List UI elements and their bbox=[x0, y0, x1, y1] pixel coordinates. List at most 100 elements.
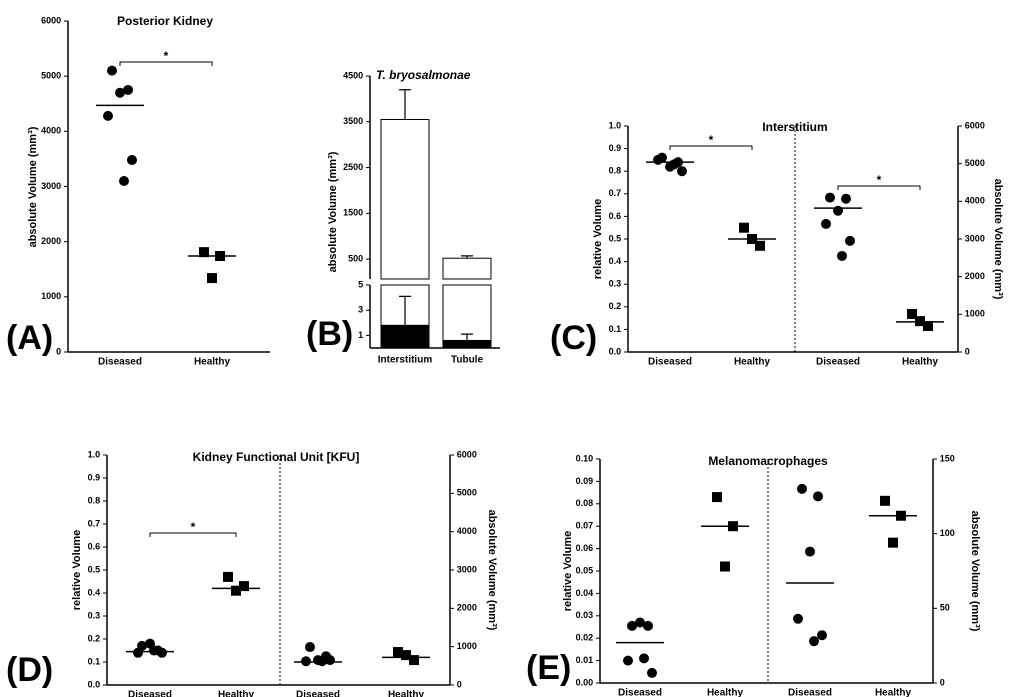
data-point bbox=[653, 154, 663, 165]
tick-label: 0.1 bbox=[609, 324, 622, 334]
bar bbox=[380, 324, 430, 349]
data-point bbox=[888, 537, 898, 548]
data-point bbox=[639, 653, 649, 664]
category-label: Healthy bbox=[875, 688, 912, 697]
tick-label: 2000 bbox=[41, 236, 61, 246]
data-point bbox=[133, 647, 143, 658]
tick-label: 150 bbox=[940, 453, 955, 463]
data-point bbox=[669, 159, 679, 170]
category-label: Tubule bbox=[451, 355, 483, 366]
y-axis-label: relative Volume bbox=[592, 199, 604, 280]
tick-label: 0.04 bbox=[576, 588, 594, 598]
data-point bbox=[119, 175, 129, 186]
category-label: Healthy bbox=[218, 690, 255, 697]
data-point bbox=[793, 613, 803, 624]
tick-label: 0.0 bbox=[609, 346, 622, 356]
category-label: Diseased bbox=[816, 357, 860, 368]
data-point bbox=[223, 571, 233, 582]
y2-axis-label: absolute Volume (mm³) bbox=[992, 179, 1004, 300]
significance-bracket bbox=[119, 61, 213, 66]
significance-bracket bbox=[669, 145, 753, 150]
data-point bbox=[123, 84, 133, 95]
tick-label: 0.00 bbox=[576, 677, 594, 687]
data-point bbox=[805, 546, 815, 557]
tick-label: 0.7 bbox=[88, 518, 101, 528]
error-bar bbox=[461, 255, 473, 259]
significance-bracket bbox=[149, 532, 237, 537]
y-axis-label: absolute Volume (mm³) bbox=[327, 151, 339, 272]
tick-label: 0.7 bbox=[609, 188, 622, 198]
chart-title: Kidney Functional Unit [KFU] bbox=[193, 450, 360, 464]
data-point bbox=[635, 617, 645, 628]
data-point bbox=[837, 250, 847, 261]
significance-label: * bbox=[164, 49, 169, 63]
data-point bbox=[915, 316, 925, 327]
data-point bbox=[712, 492, 722, 503]
data-point bbox=[907, 308, 917, 319]
tick-label: 2500 bbox=[343, 162, 363, 172]
tick-label: 3500 bbox=[343, 116, 363, 126]
data-point bbox=[833, 205, 843, 216]
tick-label: 0 bbox=[56, 346, 61, 356]
tick-label: 0.09 bbox=[576, 476, 594, 486]
significance-label: * bbox=[877, 173, 882, 187]
tick-label: 0.3 bbox=[88, 610, 101, 620]
tick-label: 0 bbox=[940, 677, 945, 687]
data-point bbox=[409, 655, 419, 666]
tick-label: 1 bbox=[358, 330, 363, 340]
category-label: Diseased bbox=[788, 688, 832, 697]
data-point bbox=[627, 620, 637, 631]
error-bar bbox=[461, 333, 473, 341]
data-point bbox=[115, 87, 125, 98]
data-point bbox=[647, 667, 657, 678]
data-point bbox=[149, 645, 159, 656]
tick-label: 4000 bbox=[457, 526, 477, 536]
significance-bracket bbox=[837, 185, 921, 190]
tick-label: 4000 bbox=[965, 196, 985, 206]
data-point bbox=[157, 647, 167, 658]
data-point bbox=[821, 218, 831, 229]
tick-label: 0.2 bbox=[609, 301, 622, 311]
tick-label: 0.3 bbox=[609, 279, 622, 289]
data-point bbox=[797, 483, 807, 494]
tick-label: 6000 bbox=[457, 449, 477, 459]
data-point bbox=[825, 192, 835, 203]
y2-axis-label: absolute Volume (mm³) bbox=[969, 511, 981, 632]
tick-label: 5000 bbox=[965, 158, 985, 168]
category-label: Diseased bbox=[128, 690, 172, 697]
y-axis-label: relative Volume bbox=[562, 531, 574, 612]
category-label: Healthy bbox=[388, 690, 425, 697]
data-point bbox=[127, 155, 137, 166]
data-point bbox=[207, 273, 217, 284]
data-point bbox=[199, 247, 209, 258]
tick-label: 1000 bbox=[965, 309, 985, 319]
tick-label: 6000 bbox=[965, 120, 985, 130]
data-point bbox=[107, 65, 117, 76]
category-label: Healthy bbox=[194, 357, 231, 368]
tick-label: 0.9 bbox=[88, 472, 101, 482]
data-point bbox=[813, 491, 823, 502]
significance-label: * bbox=[191, 520, 196, 534]
data-point bbox=[623, 655, 633, 666]
tick-label: 3000 bbox=[965, 233, 985, 243]
category-label: Diseased bbox=[648, 357, 692, 368]
y2-axis-label: absolute Volume (mm³) bbox=[486, 510, 498, 631]
significance-label: * bbox=[709, 133, 714, 147]
panel-label: (B) bbox=[306, 315, 353, 353]
data-point bbox=[393, 647, 403, 658]
tick-label: 0.6 bbox=[88, 541, 101, 551]
data-point bbox=[755, 240, 765, 251]
data-point bbox=[841, 193, 851, 204]
chart-title: T. bryosalmonae bbox=[376, 68, 471, 82]
panel-label: (D) bbox=[6, 651, 53, 689]
tick-label: 3 bbox=[358, 305, 363, 315]
tick-label: 0.6 bbox=[609, 211, 622, 221]
tick-label: 6000 bbox=[41, 15, 61, 25]
category-label: Healthy bbox=[734, 357, 771, 368]
category-label: Diseased bbox=[618, 688, 662, 697]
tick-label: 0.5 bbox=[609, 233, 622, 243]
tick-label: 0.10 bbox=[576, 453, 594, 463]
tick-label: 0.9 bbox=[609, 143, 622, 153]
chart-title: Melanomacrophages bbox=[708, 454, 828, 468]
